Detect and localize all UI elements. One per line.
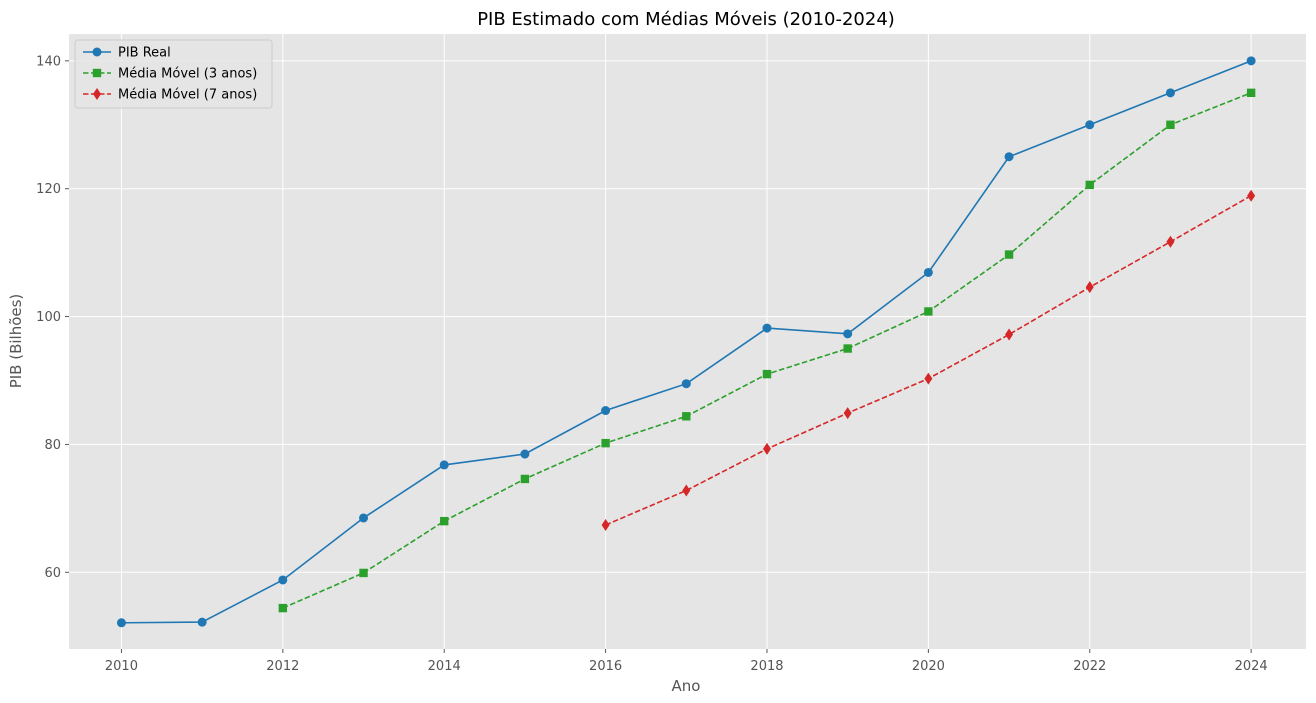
data-point: [1166, 235, 1175, 248]
legend-marker: [92, 68, 102, 78]
x-tick-label: 2012: [266, 659, 299, 674]
y-tick-label: 60: [44, 566, 61, 581]
data-point: [1004, 152, 1014, 162]
data-point: [681, 379, 691, 389]
plot-area: [69, 34, 1306, 649]
legend-label: Média Móvel (3 anos): [118, 67, 257, 82]
x-tick-label: 2010: [105, 659, 138, 674]
data-point: [601, 406, 611, 416]
data-point: [682, 484, 691, 497]
data-point: [1085, 180, 1094, 190]
data-point: [1166, 120, 1175, 129]
data-point: [924, 372, 933, 385]
x-tick-label: 2016: [589, 659, 622, 674]
data-point: [1085, 120, 1095, 130]
x-tick-label: 2024: [1235, 659, 1268, 674]
series-2: [278, 88, 1256, 613]
data-point: [601, 518, 610, 531]
legend-item: Média Móvel (3 anos): [83, 67, 257, 82]
x-tick-label: 2018: [750, 659, 783, 674]
data-point: [1004, 250, 1014, 259]
data-point: [520, 449, 530, 459]
data-point: [1246, 56, 1256, 66]
y-tick-label: 80: [44, 438, 61, 453]
legend-label: PIB Real: [118, 46, 171, 61]
data-point: [197, 617, 207, 627]
y-axis-label: PIB (Bilhões): [7, 294, 25, 389]
series-1: [116, 56, 1256, 628]
data-point: [843, 407, 852, 420]
data-point: [601, 438, 610, 448]
x-tick-label: 2014: [428, 659, 461, 674]
legend-item: PIB Real: [83, 46, 171, 61]
data-point: [843, 329, 853, 339]
data-point: [762, 369, 772, 379]
data-point: [843, 344, 852, 353]
x-tick-label: 2020: [912, 659, 945, 674]
data-point: [1247, 189, 1256, 202]
data-point: [682, 412, 691, 421]
chart-title: PIB Estimado com Médias Móveis (2010-202…: [477, 9, 895, 30]
data-point: [923, 267, 933, 277]
data-point: [439, 460, 449, 470]
data-point: [1246, 88, 1256, 98]
series-layer: [116, 56, 1256, 628]
legend-item: Média Móvel (7 anos): [83, 88, 257, 103]
series-3: [601, 189, 1256, 531]
y-tick-label: 100: [36, 310, 61, 325]
data-point: [762, 323, 772, 333]
legend-marker: [93, 88, 101, 100]
legend-label: Média Móvel (7 anos): [118, 88, 257, 103]
legend-marker: [92, 47, 102, 57]
x-axis-label: Ano: [672, 677, 701, 695]
y-tick-label: 120: [36, 182, 61, 197]
data-point: [359, 513, 369, 523]
y-tick-label: 140: [36, 54, 61, 69]
tick-labels: 2010 2012 2014 2016 2018 2020 2022 2024 60 80 100 1…: [36, 54, 1268, 674]
data-point: [278, 575, 288, 585]
data-point: [116, 618, 126, 628]
data-point: [520, 474, 530, 484]
data-point: [762, 442, 771, 455]
x-tick-label: 2022: [1073, 659, 1106, 674]
data-point: [1085, 281, 1094, 294]
data-point: [440, 516, 449, 526]
data-point: [1165, 88, 1175, 98]
legend-box: [74, 39, 273, 109]
data-point: [924, 307, 933, 316]
grid: [69, 34, 1306, 649]
legend: PIB Real Média Móvel (3 anos) Média Móvel …: [74, 39, 273, 109]
data-point: [1005, 328, 1014, 341]
data-point: [278, 603, 288, 613]
data-point: [359, 568, 368, 578]
